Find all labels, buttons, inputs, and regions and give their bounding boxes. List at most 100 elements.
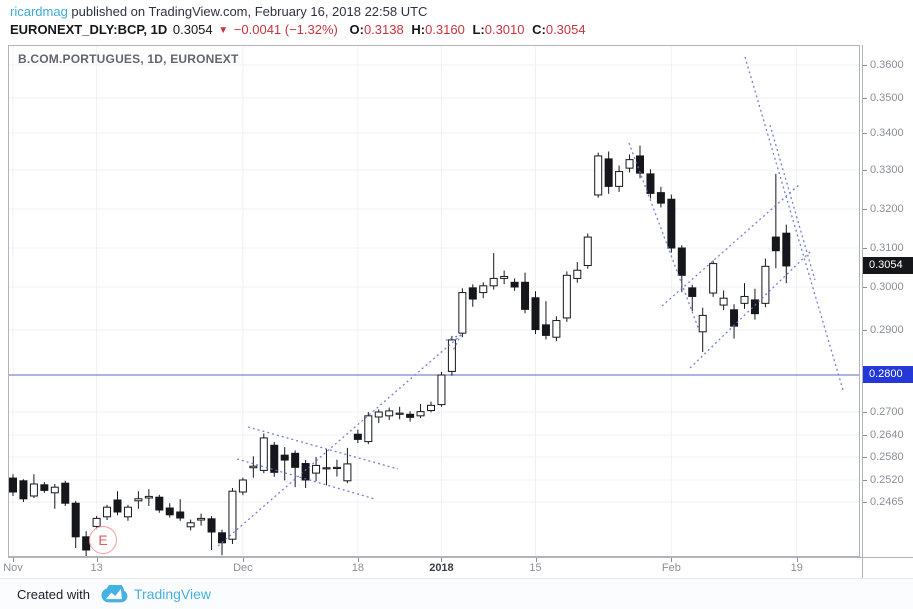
earnings-marker[interactable]: E: [89, 526, 117, 554]
quote-bar: EURONEXT_DLY:BCP, 1D 0.3054 ▼ −0.0041 (−…: [10, 22, 590, 37]
candle-down: [291, 452, 300, 468]
candle-up: [197, 517, 206, 521]
price-tick-label: 0.2465: [870, 496, 904, 508]
price-tick-label: 0.3300: [870, 164, 904, 176]
time-tick-mark: [13, 558, 14, 562]
price-axis[interactable]: 0.3600 0.3500 0.3400 0.3300 0.3200 0.3100 0.30…: [862, 45, 913, 578]
candle-up: [374, 411, 383, 418]
trend-line: [217, 334, 462, 547]
candle-down: [301, 463, 310, 481]
low-label: L:: [472, 22, 485, 37]
trend-line: [247, 426, 399, 470]
time-tick-label: Nov: [3, 562, 23, 574]
time-tick-mark: [671, 558, 673, 562]
trend-line: [628, 142, 700, 331]
candle-down: [782, 232, 791, 267]
price-tick-label: 0.3100: [870, 242, 904, 254]
price-tick-label: 0.2900: [870, 324, 904, 336]
candle-down: [270, 444, 279, 473]
candle-up: [238, 479, 247, 493]
candle-up: [385, 410, 394, 417]
trend-line: [689, 249, 813, 369]
time-tick-label: 15: [529, 562, 542, 574]
price-tick-mark: [863, 65, 867, 66]
candle-up: [437, 374, 446, 406]
candle-down: [165, 507, 174, 516]
price-tick-mark: [863, 248, 867, 249]
candle-down: [604, 158, 613, 187]
time-tick-label: 18: [351, 562, 364, 574]
high-label: H:: [411, 22, 426, 37]
candle-up: [562, 274, 571, 319]
price-tick-mark: [863, 330, 867, 331]
candle-up: [364, 415, 373, 443]
candle-down: [750, 299, 759, 315]
trend-line: [744, 56, 844, 391]
candle-down: [61, 482, 70, 504]
time-axis[interactable]: Nov 13 Dec 18 2018 15 Feb 19: [3, 557, 913, 578]
candle-down: [521, 281, 530, 310]
price-tick-label: 0.3600: [870, 59, 904, 71]
candle-up: [134, 498, 143, 502]
candle-up: [322, 467, 331, 470]
candle-down: [688, 287, 697, 297]
price-tick-label: 0.2580: [870, 451, 904, 463]
candle-up: [186, 522, 195, 528]
time-tick-mark: [535, 558, 537, 562]
candle-down: [771, 236, 780, 252]
candle-down: [113, 499, 122, 513]
candle-down: [541, 324, 550, 336]
earnings-marker-label: E: [98, 532, 108, 548]
price-change: −0.0041 (−1.32%): [233, 22, 338, 37]
candle-up: [103, 506, 112, 518]
tradingview-brand-link[interactable]: TradingView: [133, 586, 212, 602]
price-tick-mark: [863, 435, 867, 436]
candle-up: [92, 517, 101, 527]
time-tick-mark: [242, 558, 244, 562]
last-price-label: 0.3054: [863, 256, 913, 274]
price-tick-label: 0.2700: [870, 406, 904, 418]
price-tick-mark: [863, 287, 867, 288]
candle-up: [479, 285, 488, 294]
time-tick-label: 19: [790, 562, 803, 574]
candle-up: [50, 486, 59, 494]
candle-up: [761, 265, 770, 304]
candle-down: [406, 413, 415, 418]
candle-down: [19, 480, 28, 500]
candle-up: [573, 269, 582, 279]
candle-down: [730, 309, 739, 327]
price-tick-mark: [863, 209, 867, 210]
price-chart-canvas[interactable]: [8, 45, 861, 558]
candle-up: [458, 292, 467, 334]
tradingview-cloud-icon: [101, 585, 128, 603]
candle-down: [468, 287, 477, 300]
candle-down: [646, 173, 655, 194]
candle-up: [249, 465, 258, 469]
candle-down: [677, 247, 686, 276]
created-with-label: Created with: [17, 586, 90, 602]
trend-line: [661, 183, 801, 307]
candle-up: [259, 437, 268, 471]
candle-up: [615, 171, 624, 187]
time-tick-label: Feb: [661, 562, 681, 574]
footer-bar: Created with TradingView: [0, 578, 913, 609]
price-tick-label: 0.3400: [870, 127, 904, 139]
candle-up: [228, 490, 237, 540]
price-tick-mark: [863, 133, 867, 134]
low-value: 0.3010: [484, 22, 525, 37]
byline: ricardmag published on TradingView.com, …: [10, 4, 427, 19]
candle-down: [656, 192, 665, 204]
open-value: 0.3138: [363, 22, 404, 37]
author-link[interactable]: ricardmag: [10, 4, 68, 19]
close-value: 0.3054: [545, 22, 586, 37]
symbol-label: EURONEXT_DLY:BCP, 1D: [10, 22, 168, 37]
candle-up: [709, 263, 718, 294]
candle-down: [280, 454, 289, 461]
candle-up: [395, 412, 404, 415]
candle-down: [636, 155, 644, 174]
price-tick-mark: [863, 502, 867, 503]
candle-down: [510, 281, 519, 288]
price-tick-label: 0.2640: [870, 429, 904, 441]
chart-watermark: B.COM.PORTUGUES, 1D, EURONEXT: [18, 52, 239, 66]
byline-text: published on TradingView.com, February 1…: [67, 4, 428, 19]
